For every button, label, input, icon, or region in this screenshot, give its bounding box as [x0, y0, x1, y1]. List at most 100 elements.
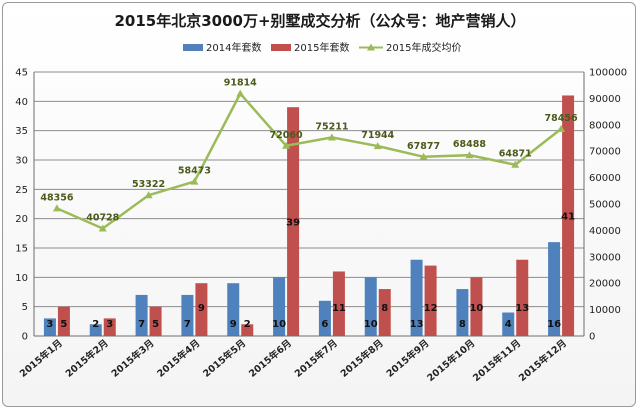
bar-2014: [273, 277, 286, 336]
x-tick-label: 2015年11月: [471, 337, 524, 384]
bar-label-2014: 10: [272, 319, 286, 330]
y-left-tick-label: 45: [15, 68, 28, 79]
bar-label-2014: 10: [364, 319, 378, 330]
y-left-tick-label: 10: [15, 273, 28, 284]
bar-2015: [57, 306, 70, 336]
bar-label-2015: 12: [424, 303, 438, 314]
y-left-tick-label: 20: [15, 214, 28, 225]
bar-2014: [548, 242, 561, 336]
bar-label-2015: 10: [469, 303, 483, 314]
y-left-tick-label: 25: [15, 185, 28, 196]
price-marker: [282, 141, 291, 149]
bar-label-2014: 7: [138, 319, 145, 330]
price-label: 48356: [40, 192, 73, 203]
y-right-tick-label: 30000: [589, 252, 621, 263]
y-left-tick-label: 40: [15, 97, 28, 108]
legend-label-2014: 2014年套数: [206, 41, 261, 54]
x-tick-label: 2015年2月: [63, 337, 111, 380]
y-left-tick-label: 35: [15, 126, 28, 137]
bar-2014: [364, 277, 377, 336]
legend-swatch-2014: [183, 44, 203, 51]
price-label: 67877: [407, 141, 440, 152]
x-tick-label: 2015年10月: [425, 337, 478, 384]
price-marker: [465, 151, 474, 159]
price-label: 40728: [86, 212, 119, 223]
y-left-tick-label: 0: [22, 332, 28, 343]
price-label: 78456: [545, 113, 578, 124]
bar-label-2015: 3: [106, 319, 113, 330]
price-label: 71944: [361, 130, 394, 141]
legend-label-2015: 2015年套数: [294, 41, 349, 54]
price-marker: [327, 133, 336, 141]
price-marker: [52, 204, 61, 212]
bar-label-2015: 2: [244, 319, 251, 330]
x-tick-label: 2015年8月: [338, 337, 386, 380]
bar-label-2015: 11: [332, 303, 346, 314]
bar-2015: [103, 318, 116, 336]
y-axis-right: 0 10000 20000 30000 40000 50000 60000 70000 8000…: [583, 68, 627, 343]
y-right-tick-label: 20000: [589, 279, 621, 290]
price-line-path: [56, 91, 562, 230]
y-right-tick-label: 90000: [589, 94, 621, 105]
bar-label-2015: 5: [152, 319, 159, 330]
price-marker: [511, 160, 520, 168]
chart-title: 2015年北京3000万+别墅成交分析（公众号：地产营销人）: [114, 12, 525, 30]
bar-2014: [181, 294, 194, 336]
bar-2015: [332, 271, 345, 336]
gridlines: [34, 71, 584, 337]
bar-2015: [516, 259, 529, 336]
y-right-tick-label: 0: [589, 332, 595, 343]
bar-2014: [89, 324, 102, 336]
x-tick-label: 2015年4月: [155, 337, 203, 380]
bar-label-2014: 4: [505, 319, 512, 330]
y-axis-left: 0 5 10 15 20 25 30 35 40 45: [15, 68, 35, 343]
price-marker: [144, 191, 153, 199]
bar-label-2015: 13: [515, 303, 529, 314]
x-tick-label: 2015年7月: [292, 337, 340, 380]
price-label: 53322: [132, 179, 165, 190]
price-marker: [190, 177, 199, 185]
y-left-tick-label: 30: [15, 156, 28, 167]
price-marker: [557, 124, 566, 132]
bar-2014: [410, 259, 423, 336]
bar-2015: [562, 95, 575, 336]
y-right-tick-label: 100000: [589, 68, 627, 79]
legend: 2014年套数 2015年套数 2015年成交均价: [183, 41, 461, 54]
bar-label-2014: 8: [459, 319, 466, 330]
y-right-tick-label: 70000: [589, 147, 621, 158]
bar-label-2014: 2: [92, 319, 99, 330]
bar-2014: [318, 300, 331, 336]
x-tick-label: 2015年9月: [384, 337, 432, 380]
y-right-tick-label: 10000: [589, 305, 621, 316]
bar-label-2015: 8: [381, 303, 388, 314]
price-marker: [98, 224, 107, 232]
bar-2015: [424, 265, 437, 336]
bar-2014: [502, 312, 515, 336]
bar-2015: [378, 289, 391, 336]
x-tick-label: 2015年1月: [17, 337, 65, 380]
bar-label-2015: 9: [198, 303, 205, 314]
bar-2015: [287, 107, 300, 336]
x-tick-label: 2015年3月: [109, 337, 157, 380]
legend-marker-price: [367, 43, 375, 51]
price-label: 72060: [270, 130, 303, 141]
chart-frame: [2, 2, 636, 407]
price-marker: [419, 152, 428, 160]
bar-2015: [241, 324, 254, 336]
bar-2015: [195, 283, 208, 336]
price-marker: [236, 89, 245, 97]
bar-label-2015: 5: [60, 319, 67, 330]
price-label: 64871: [499, 149, 532, 160]
price-marker: [373, 142, 382, 150]
x-tick-label: 2015年5月: [201, 337, 249, 380]
x-tick-label: 2015年12月: [516, 337, 569, 384]
price-label: 68488: [453, 139, 486, 150]
price-label: 75211: [315, 121, 348, 132]
y-left-tick-label: 5: [22, 302, 28, 313]
bar-label-2014: 13: [410, 319, 424, 330]
bar-label-2015: 41: [561, 212, 575, 223]
y-right-tick-label: 40000: [589, 226, 621, 237]
bar-label-2014: 7: [184, 319, 191, 330]
